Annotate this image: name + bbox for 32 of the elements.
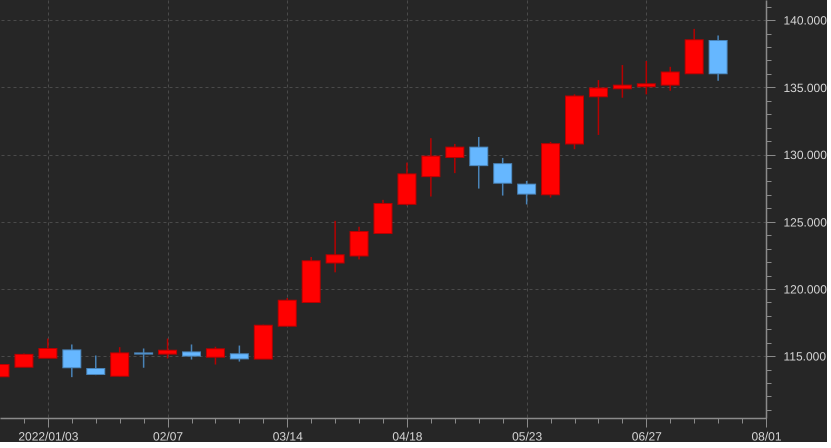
candlestick: [62, 344, 82, 378]
y-tick-label: 140.000: [784, 14, 828, 28]
y-tick-label: 130.000: [784, 148, 828, 162]
candlestick: [445, 143, 464, 174]
candlestick: [612, 64, 632, 98]
candlestick: [158, 338, 178, 360]
candlestick: [14, 352, 34, 368]
candlestick: [588, 79, 608, 136]
candlestick: [636, 60, 656, 96]
x-tick-label: 05/23: [512, 430, 542, 444]
candlestick: [493, 157, 512, 196]
x-tick-label: 02/07: [153, 430, 184, 444]
y-tick-label: 125.000: [784, 215, 828, 230]
candlestick: [469, 136, 488, 190]
x-tick-label: 08/01: [751, 430, 782, 444]
candlestick: [110, 346, 130, 378]
candlestick: [517, 180, 536, 206]
x-tick-label: 06/27: [632, 430, 662, 444]
x-tick-label: 04/18: [392, 430, 423, 444]
y-tick-label: 115.000: [784, 350, 826, 364]
y-tick-label: 135.000: [784, 80, 828, 95]
x-tick-label: 2022/01/03: [18, 430, 79, 444]
candlestick: [86, 354, 106, 376]
candlestick: [182, 344, 201, 360]
y-tick-label: 120.000: [784, 282, 828, 296]
candlestick: [206, 346, 225, 366]
candlestick: [660, 66, 680, 92]
candlestick: [38, 338, 58, 359]
candlestick: [326, 220, 345, 274]
candlestick: [421, 137, 440, 198]
x-tick-label: 03/14: [272, 430, 304, 444]
candlestick: [230, 344, 249, 362]
